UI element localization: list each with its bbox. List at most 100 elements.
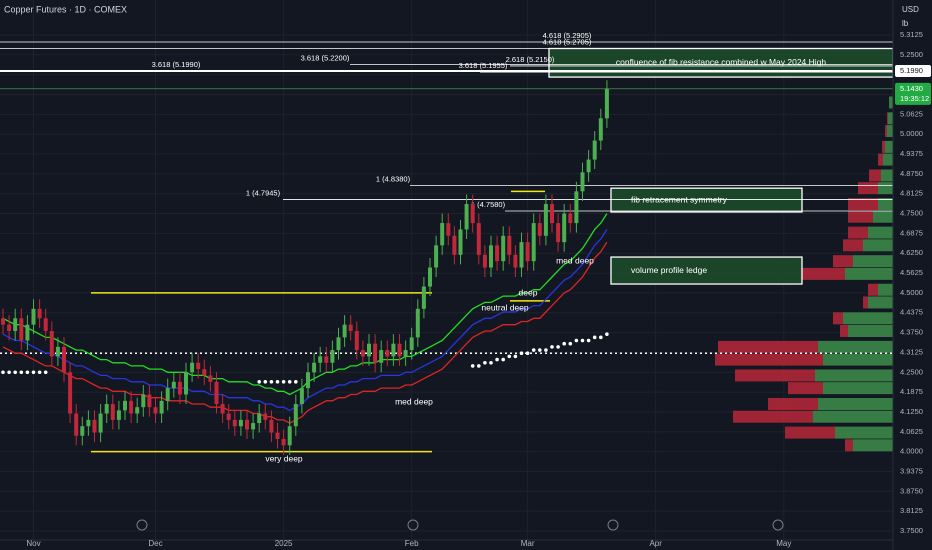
indicator-dot <box>531 348 536 352</box>
unit: lb <box>902 19 909 28</box>
volume-down <box>868 283 878 296</box>
y-tick-label: 4.1875 <box>900 387 923 396</box>
y-tick-label: 3.8125 <box>900 506 923 515</box>
candle-body <box>110 404 115 420</box>
candle-body <box>80 426 85 436</box>
volume-down <box>848 226 868 239</box>
volume-up <box>823 382 893 395</box>
volume-down <box>858 182 878 195</box>
volume-up <box>878 198 893 211</box>
y-tick-label: 3.8750 <box>900 486 923 495</box>
candle-body <box>135 407 140 414</box>
candle-body <box>592 140 597 160</box>
y-tick-label: 5.2500 <box>900 50 923 59</box>
volume-up <box>818 398 893 411</box>
indicator-dot <box>550 345 554 349</box>
candle-body <box>299 388 304 405</box>
moving-average <box>2 213 608 396</box>
indicator-dot <box>525 351 530 356</box>
candle-body <box>421 286 426 309</box>
candle-body <box>543 204 548 236</box>
volume-up <box>815 369 893 382</box>
x-tick-label: Dec <box>148 539 162 548</box>
candle-body <box>251 423 256 430</box>
y-tick-label: 4.0000 <box>900 447 923 456</box>
candle-body <box>190 362 195 373</box>
candle-body <box>409 337 414 351</box>
candle-body <box>281 438 286 446</box>
candle-body <box>37 308 42 319</box>
candle-body <box>574 191 579 224</box>
candle-body <box>348 324 353 332</box>
y-tick-label: 4.6250 <box>900 248 923 257</box>
candle-body <box>330 350 335 363</box>
candle-body <box>360 350 365 357</box>
candle-body <box>25 324 30 341</box>
volume-up <box>845 267 893 280</box>
candle-body <box>562 213 567 243</box>
volume-down <box>887 112 888 125</box>
candle-body <box>226 413 231 420</box>
indicator-dot <box>544 348 548 352</box>
indicator-dot <box>7 370 11 375</box>
candle-body <box>489 245 493 268</box>
volume-up <box>823 353 893 366</box>
indicator-dot <box>294 379 298 384</box>
indicator-dot <box>556 345 560 349</box>
candle-body <box>74 413 79 436</box>
candle-body <box>476 223 481 255</box>
volume-up <box>889 96 893 109</box>
candle-body <box>556 223 561 243</box>
candle-body <box>196 362 201 370</box>
candle-body <box>379 350 384 363</box>
indicator-dot <box>477 364 481 368</box>
candle-body <box>19 318 24 341</box>
indicator-dot <box>275 379 280 384</box>
volume-down <box>715 353 823 366</box>
indicator-dot <box>507 354 512 359</box>
volume-down <box>863 296 868 309</box>
indicator-dot <box>483 360 487 365</box>
volume-up <box>843 312 893 325</box>
moving-average <box>2 229 608 412</box>
indicator-dot <box>470 364 475 368</box>
candle-body <box>202 369 207 376</box>
price-tag <box>895 65 931 78</box>
candle-body <box>525 242 530 262</box>
countdown: 19:35:12 <box>900 94 929 103</box>
indicator-dot <box>257 379 262 384</box>
volume-up <box>868 226 893 239</box>
volume-down <box>733 410 813 423</box>
y-tick-label: 4.5625 <box>900 268 923 277</box>
note: med deep <box>395 396 433 406</box>
candle-body <box>391 343 396 357</box>
annotation-box <box>610 187 803 213</box>
fib-label: 3.618 (5.2200) <box>301 53 350 62</box>
candle-body <box>403 350 408 357</box>
candle-body <box>7 324 12 332</box>
box-label: confluence of fib resistance combined w … <box>616 57 827 67</box>
candle-body <box>55 346 60 357</box>
candle-body <box>13 318 18 332</box>
y-tick-label: 4.5000 <box>900 288 923 297</box>
indicator-dot <box>513 354 518 359</box>
fib-label: 1 (4.7580) <box>471 200 506 209</box>
candle-body <box>220 404 225 414</box>
fib-label: 1 (4.8380) <box>376 175 411 184</box>
indicator-dot <box>562 341 566 346</box>
fib-label: 3.618 (5.1955) <box>459 61 508 70</box>
candle-body <box>470 204 475 224</box>
y-tick-label: 4.3750 <box>900 328 923 337</box>
candle-body <box>86 419 91 427</box>
indicator-dot <box>31 370 36 375</box>
candle-body <box>263 413 268 420</box>
currency: USD <box>902 5 919 14</box>
note: med deep <box>556 255 594 265</box>
candle-body <box>568 213 573 224</box>
candle-body <box>397 343 402 357</box>
candle-body <box>434 245 439 268</box>
volume-up <box>863 239 893 252</box>
event-icon <box>772 519 784 531</box>
x-tick-label: Nov <box>26 539 40 548</box>
chart-title: Copper Futures · 1D · COMEX <box>4 4 127 14</box>
